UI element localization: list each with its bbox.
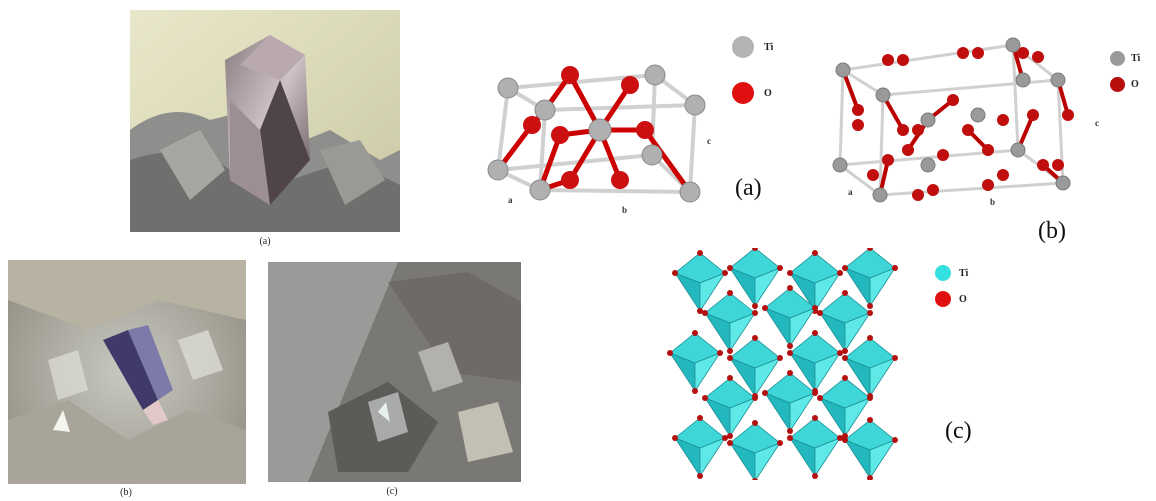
legend-item: Ti (1110, 45, 1140, 71)
rutile-panel-label: (a) (735, 175, 762, 201)
octahedron (787, 415, 843, 479)
legend-swatch (1110, 76, 1125, 92)
legend-item: Ti (732, 34, 773, 60)
anatase-axis-c: c (1095, 118, 1099, 128)
rutile-unit-cell (470, 30, 715, 215)
octahedron (787, 250, 843, 314)
octahedron (842, 248, 898, 309)
octahedron (727, 420, 783, 480)
rutile-axis-c: c (707, 136, 711, 146)
octahedron (762, 285, 818, 349)
photo-c-caption: (c) (386, 486, 398, 497)
rutile-legend: Ti O (732, 34, 773, 106)
anatase-panel-label: (b) (1038, 218, 1066, 244)
legend-swatch (935, 265, 951, 281)
anatase-unit-cell (828, 35, 1093, 215)
legend-label: O (959, 293, 967, 305)
legend-label: O (1131, 78, 1139, 90)
brookite-legend: Ti O (935, 260, 968, 312)
legend-swatch (1110, 50, 1125, 66)
octahedron (787, 330, 843, 394)
legend-label: Ti (764, 41, 774, 53)
octahedron (702, 290, 758, 354)
legend-label: Ti (959, 267, 969, 279)
anatase-legend: Ti O (1110, 45, 1140, 97)
anatase-axis-b: b (990, 197, 996, 207)
octahedron (817, 375, 873, 439)
rutile-axis-b: b (622, 205, 628, 215)
octahedron (842, 417, 898, 480)
photo-b-caption: (b) (120, 487, 132, 498)
photo-a-caption: (a) (259, 236, 271, 247)
legend-item: Ti (935, 260, 968, 286)
brookite-polyhedra (660, 248, 920, 480)
octahedron (762, 370, 818, 434)
legend-swatch (935, 291, 951, 307)
rutile-axis-a: a (508, 195, 513, 205)
legend-swatch (732, 36, 754, 58)
octahedron (842, 335, 898, 399)
brookite-panel-label: (c) (945, 418, 972, 444)
octahedron (702, 375, 758, 439)
octahedron (667, 330, 723, 394)
mineral-photo-c (268, 262, 521, 482)
octahedron (727, 248, 783, 309)
octahedron (672, 250, 728, 314)
legend-item: O (935, 286, 968, 312)
octahedron (672, 415, 728, 479)
octahedron (817, 290, 873, 354)
legend-label: Ti (1131, 52, 1141, 64)
legend-item: O (1110, 71, 1140, 97)
mineral-photo-b (8, 260, 246, 484)
mineral-photo-a (130, 10, 400, 232)
legend-item: O (732, 80, 773, 106)
legend-label: O (764, 87, 772, 99)
anatase-axis-a: a (848, 187, 853, 197)
legend-swatch (732, 82, 754, 104)
